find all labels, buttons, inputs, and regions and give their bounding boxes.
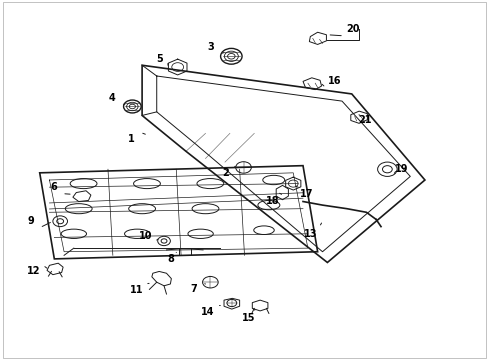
Text: 7: 7 bbox=[189, 284, 196, 294]
Text: 4: 4 bbox=[108, 93, 115, 103]
Text: 6: 6 bbox=[50, 182, 57, 192]
Text: 3: 3 bbox=[206, 42, 213, 52]
Text: 17: 17 bbox=[300, 189, 313, 199]
Text: 14: 14 bbox=[201, 307, 214, 317]
Text: 5: 5 bbox=[156, 54, 162, 64]
Text: 8: 8 bbox=[166, 254, 173, 264]
Text: 9: 9 bbox=[27, 216, 34, 226]
Text: 10: 10 bbox=[139, 231, 152, 240]
Text: 19: 19 bbox=[394, 164, 407, 174]
Text: 1: 1 bbox=[128, 134, 135, 144]
Text: 16: 16 bbox=[327, 76, 341, 86]
Text: 21: 21 bbox=[358, 115, 371, 125]
Text: 12: 12 bbox=[27, 266, 41, 276]
Text: 11: 11 bbox=[129, 285, 142, 296]
Text: 20: 20 bbox=[346, 24, 359, 35]
Text: 13: 13 bbox=[303, 229, 316, 239]
Text: 18: 18 bbox=[265, 196, 279, 206]
Text: 2: 2 bbox=[222, 168, 229, 178]
Text: 15: 15 bbox=[241, 313, 255, 323]
